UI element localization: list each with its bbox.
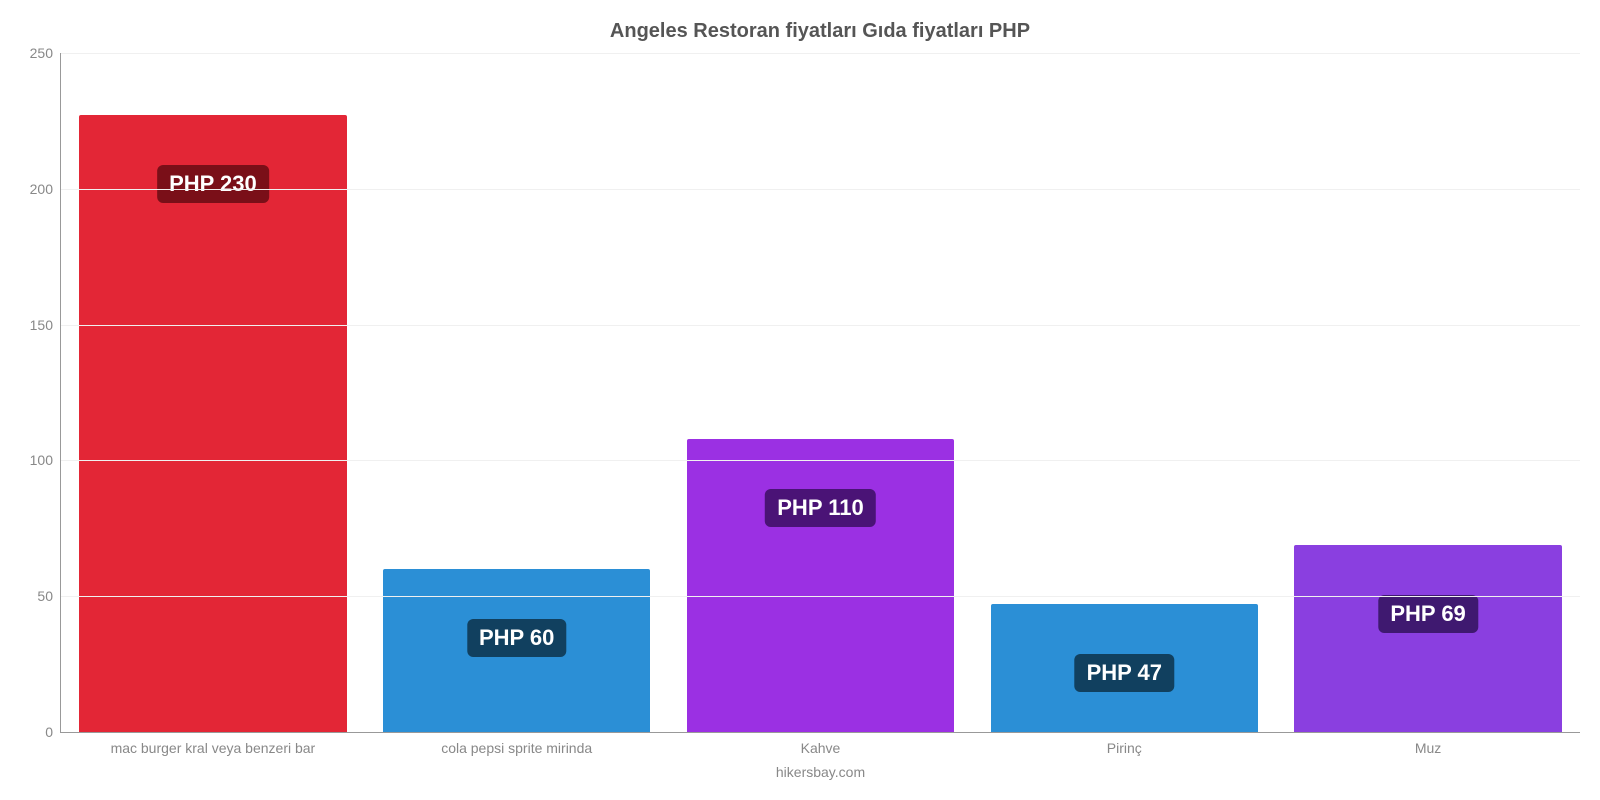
x-axis-labels: mac burger kral veya benzeri barcola pep… (61, 740, 1580, 756)
chart-title: Angeles Restoran fiyatları Gıda fiyatlar… (60, 20, 1580, 43)
bar-value-label: PHP 230 (157, 165, 269, 203)
bar-slot: PHP 69 (1276, 53, 1580, 732)
x-tick-label: Pirinç (972, 740, 1276, 756)
bar-slot: PHP 110 (669, 53, 973, 732)
bar: PHP 69 (1294, 545, 1561, 732)
bar-slot: PHP 60 (365, 53, 669, 732)
y-tick-label: 250 (30, 45, 53, 61)
bar: PHP 47 (991, 604, 1258, 732)
grid-line (61, 460, 1580, 461)
x-tick-label: Muz (1276, 740, 1580, 756)
grid-line (61, 189, 1580, 190)
y-tick-label: 50 (37, 588, 53, 604)
bar-value-label: PHP 60 (467, 619, 566, 657)
bar: PHP 230 (79, 115, 346, 732)
plot-area: PHP 230PHP 60PHP 110PHP 47PHP 69 mac bur… (60, 53, 1580, 733)
chart-container: Angeles Restoran fiyatları Gıda fiyatlar… (0, 0, 1600, 800)
x-tick-label: mac burger kral veya benzeri bar (61, 740, 365, 756)
bar-value-label: PHP 110 (765, 489, 875, 527)
bar-slot: PHP 230 (61, 53, 365, 732)
bar: PHP 60 (383, 569, 650, 732)
grid-line (61, 325, 1580, 326)
bar-value-label: PHP 47 (1075, 654, 1174, 692)
y-tick-label: 100 (30, 452, 53, 468)
grid-line (61, 596, 1580, 597)
bar-value-label: PHP 69 (1378, 595, 1477, 633)
x-tick-label: cola pepsi sprite mirinda (365, 740, 669, 756)
y-tick-label: 200 (30, 181, 53, 197)
grid-line (61, 53, 1580, 54)
chart-attribution: hikersbay.com (776, 764, 865, 780)
y-tick-label: 150 (30, 317, 53, 333)
bar-slot: PHP 47 (972, 53, 1276, 732)
x-tick-label: Kahve (669, 740, 973, 756)
y-tick-label: 0 (45, 724, 53, 740)
bar: PHP 110 (687, 439, 954, 732)
bars-wrap: PHP 230 PHP 60 PHP 110 PHP 47 PHP 69 (61, 53, 1580, 732)
